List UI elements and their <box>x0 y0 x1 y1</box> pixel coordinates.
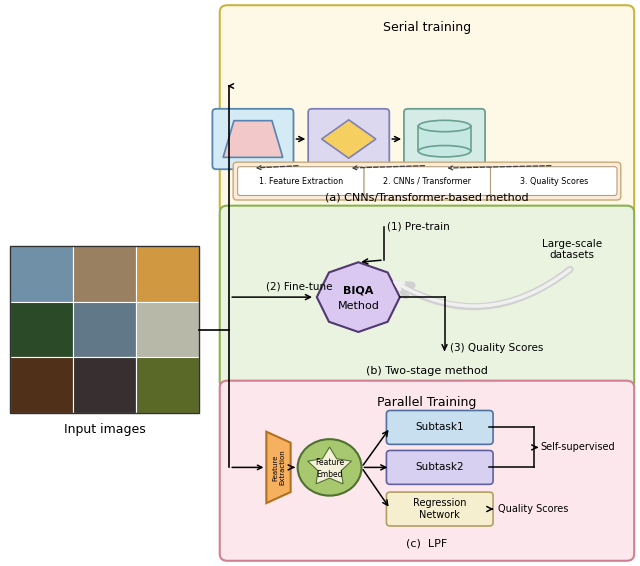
Text: Feature
Extraction: Feature Extraction <box>272 449 285 485</box>
FancyBboxPatch shape <box>490 167 617 195</box>
Bar <box>136 302 198 357</box>
Polygon shape <box>308 447 351 484</box>
FancyBboxPatch shape <box>237 167 364 195</box>
Text: Subtask1: Subtask1 <box>415 422 464 432</box>
Text: (a) CNNs/Transformer-based method: (a) CNNs/Transformer-based method <box>325 192 529 202</box>
Text: Feature: Feature <box>315 458 344 468</box>
Polygon shape <box>266 432 291 503</box>
Ellipse shape <box>419 145 470 157</box>
FancyArrowPatch shape <box>395 269 570 306</box>
FancyBboxPatch shape <box>220 5 634 213</box>
Bar <box>73 302 136 357</box>
Bar <box>136 246 198 302</box>
Text: (b) Two-stage method: (b) Two-stage method <box>366 366 488 376</box>
Bar <box>136 357 198 413</box>
FancyBboxPatch shape <box>387 451 493 484</box>
Polygon shape <box>317 262 400 332</box>
Text: Input images: Input images <box>63 423 145 436</box>
Text: 2. CNNs / Transformer: 2. CNNs / Transformer <box>383 177 471 186</box>
Text: Subtask2: Subtask2 <box>415 462 464 473</box>
Text: Quality Scores: Quality Scores <box>497 504 568 514</box>
Text: (1) Pre-train: (1) Pre-train <box>387 221 450 231</box>
FancyBboxPatch shape <box>387 492 493 526</box>
FancyArrowPatch shape <box>399 269 570 307</box>
FancyBboxPatch shape <box>233 162 621 200</box>
Text: Method: Method <box>337 301 380 311</box>
Text: Regression
Network: Regression Network <box>413 498 467 520</box>
Circle shape <box>298 439 362 496</box>
Bar <box>419 126 470 151</box>
Bar <box>10 357 73 413</box>
Polygon shape <box>223 121 283 157</box>
Text: Parallel Training: Parallel Training <box>377 397 477 409</box>
FancyBboxPatch shape <box>220 381 634 561</box>
FancyBboxPatch shape <box>308 109 389 169</box>
Text: Large-scale
datasets: Large-scale datasets <box>542 239 602 260</box>
Text: 3. Quality Scores: 3. Quality Scores <box>520 177 588 186</box>
Bar <box>73 357 136 413</box>
Text: (3) Quality Scores: (3) Quality Scores <box>450 344 543 354</box>
Polygon shape <box>321 120 376 158</box>
Text: Serial training: Serial training <box>383 21 471 34</box>
FancyBboxPatch shape <box>220 205 634 389</box>
FancyBboxPatch shape <box>212 109 294 169</box>
Bar <box>73 246 136 302</box>
FancyBboxPatch shape <box>364 167 490 195</box>
Text: Embed: Embed <box>316 470 343 479</box>
Bar <box>10 302 73 357</box>
Text: (c)  LPF: (c) LPF <box>406 538 447 548</box>
Bar <box>10 246 198 413</box>
Text: (2) Fine-tune: (2) Fine-tune <box>266 281 332 291</box>
Text: 1. Feature Extraction: 1. Feature Extraction <box>259 177 343 186</box>
Text: Self-supervised: Self-supervised <box>540 443 615 452</box>
Text: BIQA: BIQA <box>343 285 374 295</box>
FancyBboxPatch shape <box>387 410 493 444</box>
Bar <box>10 246 73 302</box>
FancyBboxPatch shape <box>404 109 485 169</box>
Ellipse shape <box>419 121 470 132</box>
